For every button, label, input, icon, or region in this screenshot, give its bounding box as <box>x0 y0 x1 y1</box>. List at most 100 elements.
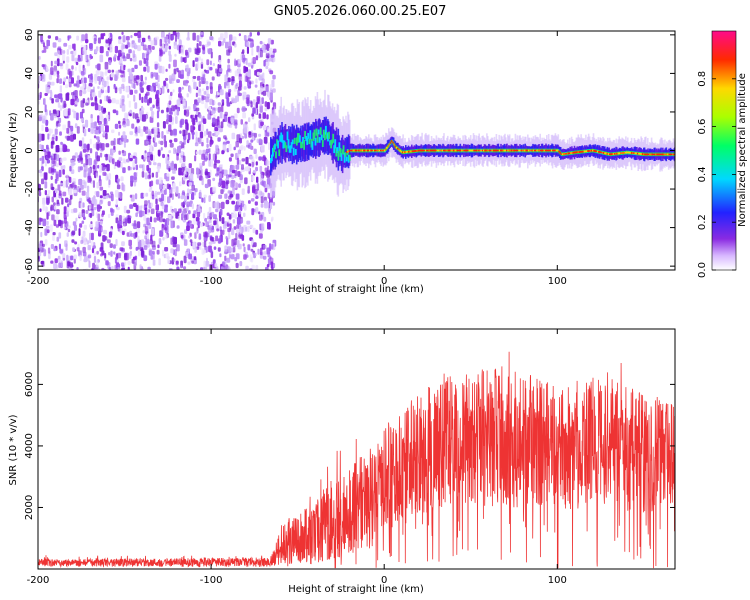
spectrogram-noise-cell <box>127 266 130 270</box>
spectrogram-noise-cell <box>99 220 103 226</box>
spectrogram-noise-cell <box>235 193 240 200</box>
spectrogram-noise-cell <box>134 127 138 134</box>
spectrogram-noise-cell <box>246 144 250 148</box>
spectrogram-noise-cell <box>237 67 241 72</box>
spectrogram-ridge-cell <box>615 152 617 155</box>
spectrogram-noise-cell <box>153 162 157 166</box>
spectrogram-noise-cell <box>155 198 158 205</box>
spectrogram-noise-cell <box>170 162 175 171</box>
spectrogram-noise-cell <box>65 93 70 101</box>
spectrogram-noise-cell <box>44 190 47 196</box>
spectrogram-ridge-cell <box>428 149 431 152</box>
spectrogram-noise-cell <box>53 113 57 119</box>
spectrogram-ridge-cell <box>533 149 536 152</box>
spectrogram-noise-cell <box>97 86 100 90</box>
spectrogram-noise-cell <box>96 250 99 255</box>
spectrogram-ridge-cell <box>365 149 368 152</box>
spectrogram-ridge-cell <box>357 149 359 152</box>
spectrogram-noise-cell <box>267 92 271 99</box>
spectrogram-noise-cell <box>205 96 210 103</box>
spectrogram-ridge-cell <box>517 149 519 152</box>
spectrogram-noise-cell <box>135 231 138 238</box>
spectrogram-noise-cell <box>235 262 239 269</box>
spectrogram-core-cell <box>287 139 290 149</box>
spectrogram-noise-cell <box>164 45 168 53</box>
spectrogram-ridge-cell <box>470 149 473 152</box>
spectrogram-ytick-label: 20 <box>24 106 35 119</box>
spectrogram-noise-cell <box>91 92 96 98</box>
spectrogram-noise-cell <box>197 97 201 104</box>
spectrogram-noise-cell <box>230 117 234 124</box>
spectrogram-noise-cell <box>99 99 102 104</box>
spectrogram-noise-cell <box>163 135 167 142</box>
spectrogram-noise-cell <box>252 227 256 234</box>
spectrogram-noise-cell <box>41 243 45 248</box>
spectrogram-noise-cell <box>106 239 111 244</box>
spectrogram-core-cell <box>291 139 294 145</box>
spectrogram-noise-cell <box>252 99 256 105</box>
spectrogram-noise-cell <box>97 115 100 124</box>
spectrogram-noise-cell <box>85 191 90 199</box>
spectrogram-noise-cell <box>233 98 237 104</box>
spectrogram-noise-cell <box>227 190 231 194</box>
spectrogram-ridge-cell <box>587 150 589 152</box>
spectrogram-ridge-cell <box>599 151 601 154</box>
spectrogram-noise-cell <box>133 172 137 180</box>
spectrogram-core-cell <box>295 137 298 146</box>
spectrogram-ridge-cell <box>440 149 443 152</box>
spectrogram-ridge-cell <box>521 149 524 152</box>
spectrogram-noise-cell <box>45 206 48 214</box>
spectrogram-noise-cell <box>60 260 63 268</box>
spectrogram-noise-cell <box>70 255 74 261</box>
spectrogram-noise-cell <box>59 85 62 93</box>
spectrogram-noise-cell <box>129 157 133 162</box>
spectrogram-noise-cell <box>144 76 147 81</box>
spectrogram-noise-cell <box>234 213 238 219</box>
spectrogram-ridge-cell <box>422 149 425 152</box>
spectrogram-noise-cell <box>63 226 66 230</box>
spectrogram-noise-cell <box>38 169 43 174</box>
spectrogram-noise-cell <box>91 128 94 134</box>
spectrogram-noise-cell <box>239 261 243 267</box>
spectrogram-noise-cell <box>121 248 125 253</box>
spectrogram-noise-cell <box>261 180 264 187</box>
spectrogram-noise-cell <box>220 229 223 237</box>
spectrogram-noise-cell <box>86 185 90 193</box>
spectrogram-core-cell <box>314 137 317 146</box>
spectrogram-noise-cell <box>147 224 150 229</box>
spectrogram-noise-cell <box>51 186 55 191</box>
spectrogram-noise-cell <box>83 258 88 263</box>
spectrogram-noise-cell <box>96 182 100 189</box>
spectrogram-noise-cell <box>87 175 92 183</box>
spectrogram-noise-cell <box>143 193 146 198</box>
spectrogram-noise-cell <box>99 76 102 83</box>
spectrogram-ridge-cell <box>462 149 464 152</box>
spectrogram-noise-cell <box>232 247 236 253</box>
spectrogram-noise-cell <box>95 46 99 52</box>
spectrogram-noise-cell <box>267 165 270 172</box>
spectrogram-ridge-cell <box>432 149 434 152</box>
spectrogram-noise-cell <box>192 120 196 126</box>
spectrogram-noise-cell <box>98 104 101 112</box>
spectrogram-noise-cell <box>197 242 202 246</box>
spectrogram-noise-cell <box>151 228 155 236</box>
spectrogram-ridge-cell <box>456 149 458 152</box>
spectrogram-noise-cell <box>178 93 182 98</box>
spectrogram-ridge-cell <box>484 149 486 152</box>
spectrogram-noise-cell <box>205 80 209 85</box>
spectrogram-noise-cell <box>58 93 63 100</box>
spectrogram-band-cell <box>286 129 288 158</box>
spectrogram-noise-cell <box>97 204 101 212</box>
spectrogram-noise-cell <box>58 169 62 178</box>
spectrogram-core-cell <box>348 154 351 161</box>
spectrogram-core-cell <box>328 131 330 140</box>
spectrogram-noise-cell <box>240 144 244 150</box>
spectrogram-noise-cell <box>90 122 95 130</box>
spectrogram-noise-cell <box>105 260 109 266</box>
spectrogram-noise-cell <box>160 140 164 146</box>
spectrogram-noise-cell <box>107 85 110 94</box>
spectrogram-ridge-cell <box>668 153 670 156</box>
spectrogram-noise-cell <box>152 154 155 163</box>
spectrogram-noise-cell <box>249 32 252 37</box>
spectrogram-noise-cell <box>141 37 146 43</box>
